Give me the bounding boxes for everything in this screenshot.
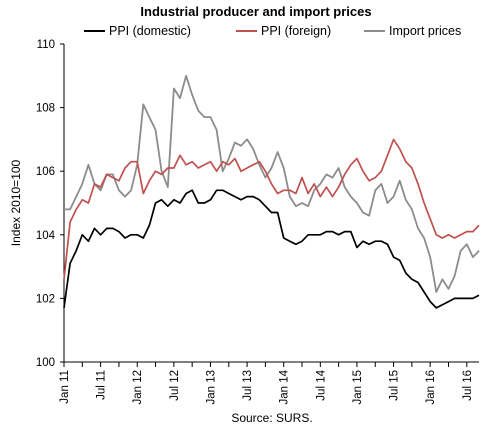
y-tick-label: 106 [36, 166, 55, 178]
y-axis-label: Index 2010=100 [9, 159, 23, 246]
x-ticks: Jan 11 Jul 11 Jan 12 Jul 12 Jan 13 Jul 13 Jan … [59, 362, 474, 405]
x-tick-label: Jul 16 [462, 370, 474, 401]
x-tick-label: Jan 14 [279, 369, 291, 404]
x-tick-label: Jul 15 [389, 370, 401, 401]
series-line-import [64, 74, 480, 293]
x-tick-label: Jan 16 [425, 370, 437, 405]
legend-label-import: Import prices [389, 24, 461, 38]
x-tick-label: Jan 15 [352, 370, 364, 405]
series-line-domestic [63, 189, 480, 309]
y-tick-label: 110 [37, 39, 55, 51]
x-tick-label: Jan 12 [132, 370, 144, 405]
x-tick-label: Jan 13 [205, 370, 217, 405]
y-tick-label: 102 [36, 293, 55, 305]
y-tick-label: 104 [36, 230, 56, 242]
y-ticks: 100 102 104 106 108 110 [36, 39, 64, 369]
x-tick-label: Jul 11 [96, 370, 108, 400]
plot-area: 100 102 104 106 108 110 Jan 11 Jul 11 Jan 12 Jul… [36, 39, 480, 405]
x-tick-label: Jan 11 [59, 370, 71, 404]
chart-title: Industrial producer and import prices [140, 4, 371, 19]
x-tick-label: Jul 12 [169, 370, 181, 401]
y-tick-label: 108 [36, 103, 55, 115]
x-tick-label: Jul 13 [242, 370, 254, 401]
legend-label-foreign: PPI (foreign) [261, 24, 331, 38]
legend: PPI (domestic) PPI (foreign) Import pric… [84, 24, 461, 38]
legend-label-domestic: PPI (domestic) [109, 24, 191, 38]
x-tick-label: Jul 14 [315, 369, 327, 400]
y-tick-label: 100 [36, 357, 55, 369]
series-line-foreign [63, 138, 480, 280]
series-lines [63, 74, 480, 309]
source-note: Source: SURS. [231, 411, 312, 425]
